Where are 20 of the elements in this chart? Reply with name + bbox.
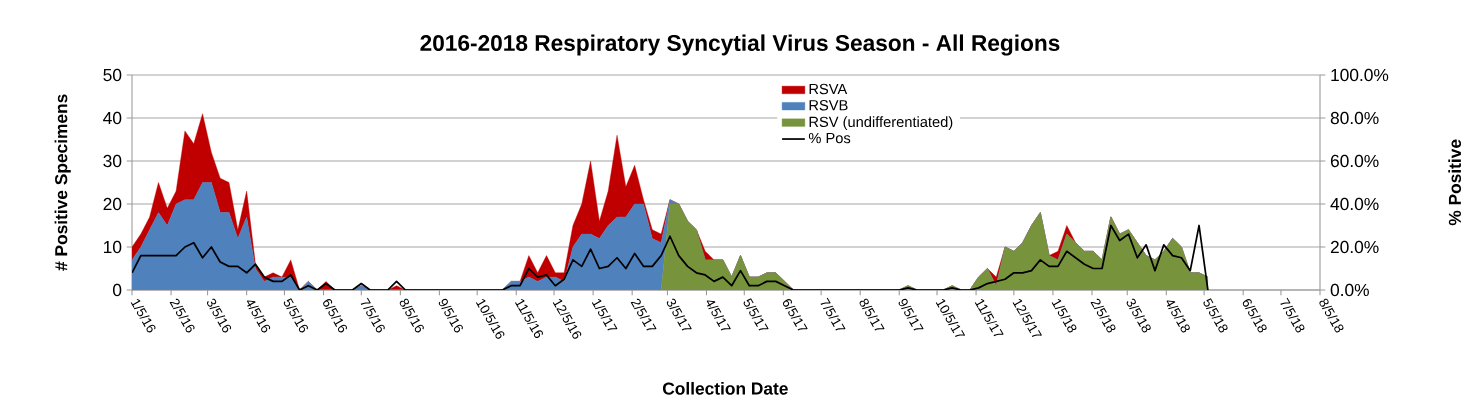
y-tick-label: 40 bbox=[103, 111, 122, 125]
y2-tick-label: 80.0% bbox=[1330, 111, 1379, 125]
x-axis-title: Collection Date bbox=[662, 381, 788, 395]
legend-label: RSV (undifferentiated) bbox=[809, 116, 953, 130]
legend-label: % Pos bbox=[808, 132, 851, 144]
legend-label: RSVA bbox=[809, 83, 848, 95]
y-tick-label: 50 bbox=[103, 68, 122, 82]
y2-axis-title: % Positive bbox=[1448, 139, 1462, 226]
y-tick-label: 20 bbox=[103, 197, 122, 211]
y2-tick-label: 0.0% bbox=[1330, 283, 1369, 297]
chart-title: 2016-2018 Respiratory Syncytial Virus Season - All Regions bbox=[420, 34, 1060, 56]
y-tick-label: 30 bbox=[103, 154, 122, 168]
y-tick-label: 10 bbox=[104, 240, 122, 254]
y2-tick-label: 40.0% bbox=[1330, 197, 1379, 211]
y-axis-title: # Positive Specimens bbox=[54, 94, 71, 271]
y2-tick-label: 100.0% bbox=[1331, 68, 1389, 82]
y2-tick-label: 20.0% bbox=[1330, 240, 1379, 254]
y-tick-label: 0 bbox=[113, 283, 122, 297]
legend-label: RSVB bbox=[809, 100, 848, 111]
y2-tick-label: 60.0% bbox=[1330, 154, 1379, 168]
